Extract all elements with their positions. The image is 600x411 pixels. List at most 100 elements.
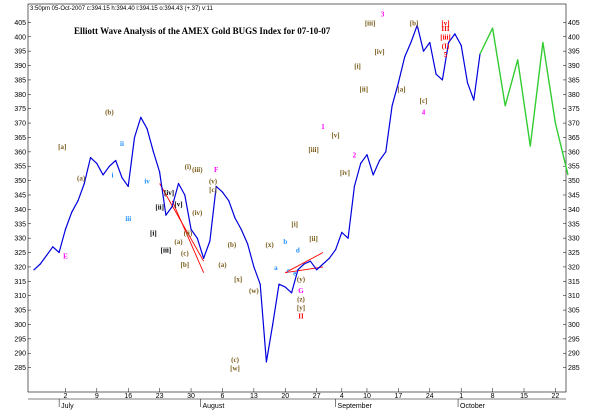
- y-tick-label-left-23: 400: [14, 34, 26, 41]
- y-tick-label-left-22: 395: [14, 49, 26, 56]
- wave-label-6: iv: [144, 177, 150, 185]
- price-point-39: [278, 283, 280, 285]
- price-point-30: [221, 191, 224, 193]
- y-tick-label-right-19: 380: [568, 92, 580, 99]
- wave-label-13: (i): [185, 163, 192, 171]
- y-tick-label-left-7: 320: [14, 264, 26, 271]
- price-line: [33, 24, 481, 363]
- price-point-65: [441, 79, 443, 81]
- x-tick-label-1: 9: [95, 393, 99, 400]
- y-tick-label-left-9: 330: [14, 236, 26, 243]
- price-point-0: [33, 269, 35, 271]
- wave-label-27: [w]: [230, 364, 240, 372]
- wave-label-7: E: [63, 252, 68, 260]
- x-tick-label-13: 1: [459, 393, 463, 400]
- price-point-64: [435, 73, 437, 75]
- y-tick-label-left-3: 300: [14, 322, 26, 329]
- price-point-6: [71, 211, 73, 213]
- price-point-67: [454, 33, 456, 35]
- x-tick-label-3: 23: [156, 393, 164, 400]
- y-tick-label-left-18: 375: [14, 106, 26, 113]
- wave-label-29: (x): [266, 241, 275, 249]
- wave-label-11: [v]: [174, 201, 182, 209]
- price-point-59: [404, 56, 406, 58]
- y-tick-label-right-15: 360: [568, 149, 580, 156]
- y-tick-label-right-7: 320: [568, 264, 580, 271]
- price-point-5: [64, 228, 67, 231]
- price-point-18: [146, 128, 148, 130]
- price-point-55: [378, 159, 381, 162]
- y-tick-label-left-16: 365: [14, 135, 26, 142]
- price-point-58: [397, 82, 399, 84]
- wave-label-4: i: [112, 172, 114, 180]
- price-point-41: [290, 292, 293, 294]
- wave-label-57: III: [441, 25, 449, 33]
- y-tick-label-left-0: 285: [14, 365, 26, 372]
- price-point-47: [328, 257, 330, 259]
- wave-label-47: [i]: [354, 62, 361, 70]
- wave-label-44: [v]: [331, 131, 339, 139]
- x-tick-label-14: 8: [491, 393, 495, 400]
- price-point-17: [140, 116, 142, 118]
- x-tick-label-2: 16: [124, 393, 132, 400]
- wave-label-1: (a): [77, 175, 86, 183]
- y-tick-label-left-12: 345: [14, 193, 26, 200]
- y-tick-label-right-6: 315: [568, 279, 580, 286]
- price-point-44: [309, 260, 312, 262]
- y-tick-label-left-24: 405: [14, 20, 26, 27]
- price-point-54: [372, 174, 374, 176]
- y-tick-label-right-3: 300: [568, 322, 580, 329]
- y-axis-right: 285 290 295 300 305 310 315 320 325 330 335 340 345 3…: [563, 20, 580, 372]
- month-label-3: October: [460, 403, 486, 410]
- price-point-52: [360, 162, 362, 164]
- wave-label-0: [a]: [58, 143, 66, 151]
- y-tick-label-left-11: 340: [14, 207, 26, 214]
- y-tick-label-right-12: 345: [568, 193, 580, 200]
- trendline-1: [171, 200, 205, 273]
- wave-label-54: [c]: [420, 97, 428, 105]
- price-point-66: [448, 41, 450, 44]
- wave-label-58: [iii]: [440, 34, 451, 42]
- x-tick-label-8: 27: [313, 393, 321, 400]
- trendlines: [159, 183, 324, 274]
- price-point-11: [102, 174, 104, 176]
- price-point-42: [297, 269, 299, 271]
- price-point-2: [45, 254, 48, 257]
- x-tick-label-0: 2: [63, 393, 67, 400]
- x-tick-label-12: 24: [426, 393, 434, 400]
- y-tick-label-right-14: 355: [568, 164, 580, 171]
- price-point-23: [177, 182, 180, 185]
- wave-label-37: (z): [297, 295, 305, 303]
- wave-label-12: [iii]: [161, 247, 172, 255]
- price-point-68: [460, 44, 462, 47]
- price-point-8: [83, 182, 85, 185]
- wave-label-56: [v]: [441, 19, 449, 27]
- x-tick-label-5: 6: [221, 393, 225, 400]
- wave-label-43: [iii]: [308, 146, 319, 154]
- y-tick-label-left-17: 370: [14, 121, 26, 128]
- wave-label-18: F: [214, 166, 218, 174]
- price-point-26: [196, 237, 198, 239]
- wave-label-55: 4: [422, 108, 426, 116]
- price-point-12: [108, 165, 110, 167]
- price-point-32: [234, 217, 236, 219]
- y-tick-label-left-6: 315: [14, 279, 26, 286]
- wave-label-34: e: [293, 270, 296, 278]
- y-tick-label-left-4: 305: [14, 308, 26, 315]
- wave-label-17: (v): [209, 177, 218, 185]
- y-tick-label-right-24: 405: [568, 20, 580, 27]
- x-tick-label-9: 4: [340, 393, 344, 400]
- price-point-56: [385, 151, 387, 153]
- price-point-45: [316, 269, 318, 271]
- price-point-7: [77, 200, 79, 202]
- y-tick-label-right-17: 370: [568, 121, 580, 128]
- price-point-27: [203, 257, 205, 259]
- series-layer: [33, 24, 569, 363]
- price-point-57: [391, 105, 393, 107]
- wave-label-38: [y]: [297, 304, 305, 312]
- y-tick-label-right-5: 310: [568, 293, 580, 300]
- wave-label-52: [a]: [397, 85, 405, 93]
- month-label-1: August: [202, 403, 224, 410]
- y-tick-label-left-5: 310: [14, 293, 26, 300]
- x-tick-label-6: 13: [250, 393, 258, 400]
